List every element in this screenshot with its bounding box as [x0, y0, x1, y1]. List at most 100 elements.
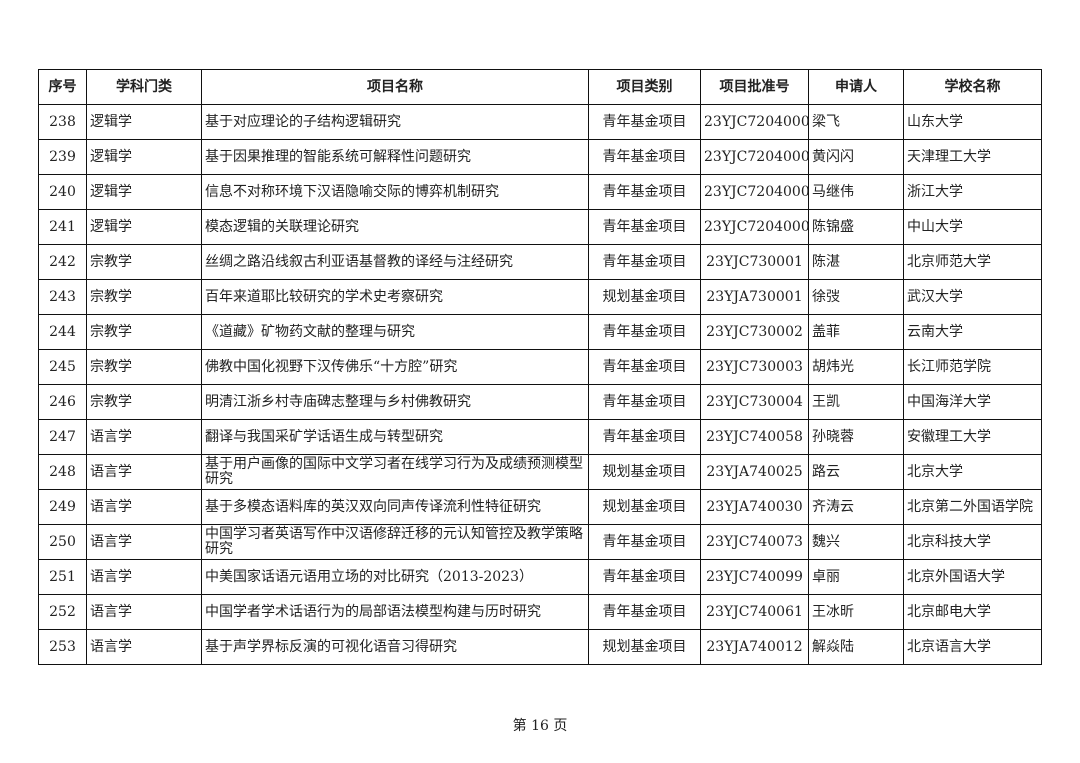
cell-school: 安徽理工大学 — [903, 419, 1042, 455]
cell-approval-number: 23YJA740012 — [700, 629, 809, 665]
cell-index: 238 — [38, 104, 87, 140]
cell-project-type: 青年基金项目 — [588, 244, 701, 280]
cell-index: 252 — [38, 594, 87, 630]
cell-school: 北京第二外国语学院 — [903, 489, 1042, 525]
cell-index: 247 — [38, 419, 87, 455]
cell-school: 武汉大学 — [903, 279, 1042, 315]
cell-discipline: 逻辑学 — [86, 174, 202, 210]
table-row: 239 逻辑学 基于因果推理的智能系统可解释性问题研究 青年基金项目 23YJC7204… — [38, 139, 1042, 175]
cell-index: 244 — [38, 314, 87, 350]
cell-school: 北京科技大学 — [903, 524, 1042, 560]
cell-discipline: 宗教学 — [86, 314, 202, 350]
cell-project-name: 基于声学界标反演的可视化语音习得研究 — [201, 629, 589, 665]
table-row: 249 语言学 基于多模态语料库的英汉双向同声传译流利性特征研究 规划基金项目 23YJ… — [38, 489, 1042, 525]
cell-discipline: 逻辑学 — [86, 209, 202, 245]
cell-project-name: 《道藏》矿物药文献的整理与研究 — [201, 314, 589, 350]
cell-approval-number: 23YJA740030 — [700, 489, 809, 525]
cell-applicant: 路云 — [808, 454, 904, 490]
cell-approval-number: 23YJC72040005 — [700, 174, 809, 210]
cell-applicant: 解焱陆 — [808, 629, 904, 665]
cell-project-name: 基于因果推理的智能系统可解释性问题研究 — [201, 139, 589, 175]
cell-project-name: 信息不对称环境下汉语隐喻交际的博弈机制研究 — [201, 174, 589, 210]
header-project-name: 项目名称 — [201, 69, 589, 105]
cell-project-name: 中国学者学术话语行为的局部语法模型构建与历时研究 — [201, 594, 589, 630]
cell-index: 249 — [38, 489, 87, 525]
table-row: 244 宗教学 《道藏》矿物药文献的整理与研究 青年基金项目 23YJC730002 盖菲… — [38, 314, 1042, 350]
cell-applicant: 胡炜光 — [808, 349, 904, 385]
table-body: 238 逻辑学 基于对应理论的子结构逻辑研究 青年基金项目 23YJC72040003 梁… — [38, 104, 1042, 665]
cell-discipline: 语言学 — [86, 594, 202, 630]
cell-index: 250 — [38, 524, 87, 560]
table-row: 245 宗教学 佛教中国化视野下汉传佛乐“十方腔”研究 青年基金项目 23YJC7300… — [38, 349, 1042, 385]
table-header-row: 序号 学科门类 项目名称 项目类别 项目批准号 申请人 学校名称 — [38, 69, 1042, 105]
cell-discipline: 语言学 — [86, 419, 202, 455]
cell-project-type: 青年基金项目 — [588, 104, 701, 140]
cell-index: 243 — [38, 279, 87, 315]
cell-school: 北京外国语大学 — [903, 559, 1042, 595]
cell-school: 云南大学 — [903, 314, 1042, 350]
cell-discipline: 宗教学 — [86, 244, 202, 280]
table-row: 252 语言学 中国学者学术话语行为的局部语法模型构建与历时研究 青年基金项目 23YJ… — [38, 594, 1042, 630]
header-discipline: 学科门类 — [86, 69, 202, 105]
cell-approval-number: 23YJC740073 — [700, 524, 809, 560]
cell-approval-number: 23YJA730001 — [700, 279, 809, 315]
cell-applicant: 陈锦盛 — [808, 209, 904, 245]
table-row: 253 语言学 基于声学界标反演的可视化语音习得研究 规划基金项目 23YJA74001… — [38, 629, 1042, 665]
header-applicant: 申请人 — [808, 69, 904, 105]
cell-project-name: 翻译与我国采矿学话语生成与转型研究 — [201, 419, 589, 455]
cell-project-type: 青年基金项目 — [588, 174, 701, 210]
cell-discipline: 语言学 — [86, 454, 202, 490]
cell-discipline: 宗教学 — [86, 279, 202, 315]
page-number: 第 16 页 — [512, 718, 568, 734]
cell-approval-number: 23YJC730002 — [700, 314, 809, 350]
cell-index: 246 — [38, 384, 87, 420]
cell-project-type: 青年基金项目 — [588, 139, 701, 175]
cell-school: 北京大学 — [903, 454, 1042, 490]
header-school: 学校名称 — [903, 69, 1042, 105]
cell-approval-number: 23YJC730001 — [700, 244, 809, 280]
cell-index: 248 — [38, 454, 87, 490]
table-row: 251 语言学 中美国家话语元语用立场的对比研究（2013-2023） 青年基金项目 2… — [38, 559, 1042, 595]
header-approval-number: 项目批准号 — [700, 69, 809, 105]
cell-project-name: 基于多模态语料库的英汉双向同声传译流利性特征研究 — [201, 489, 589, 525]
cell-discipline: 语言学 — [86, 524, 202, 560]
cell-project-name: 明清江浙乡村寺庙碑志整理与乡村佛教研究 — [201, 384, 589, 420]
cell-applicant: 梁飞 — [808, 104, 904, 140]
cell-project-name: 基于对应理论的子结构逻辑研究 — [201, 104, 589, 140]
cell-school: 中山大学 — [903, 209, 1042, 245]
header-project-type: 项目类别 — [588, 69, 701, 105]
cell-index: 251 — [38, 559, 87, 595]
table-row: 240 逻辑学 信息不对称环境下汉语隐喻交际的博弈机制研究 青年基金项目 23YJC72… — [38, 174, 1042, 210]
table-row: 248 语言学 基于用户画像的国际中文学习者在线学习行为及成绩预测模型研究 规划基金项… — [38, 454, 1042, 490]
header-index: 序号 — [38, 69, 87, 105]
cell-applicant: 徐弢 — [808, 279, 904, 315]
cell-approval-number: 23YJA740025 — [700, 454, 809, 490]
cell-applicant: 齐涛云 — [808, 489, 904, 525]
cell-discipline: 语言学 — [86, 629, 202, 665]
cell-discipline: 语言学 — [86, 489, 202, 525]
cell-index: 240 — [38, 174, 87, 210]
cell-discipline: 语言学 — [86, 559, 202, 595]
cell-applicant: 马继伟 — [808, 174, 904, 210]
cell-applicant: 陈湛 — [808, 244, 904, 280]
table-row: 250 语言学 中国学习者英语写作中汉语修辞迁移的元认知管控及教学策略研究 青年基金项… — [38, 524, 1042, 560]
cell-index: 242 — [38, 244, 87, 280]
cell-applicant: 黄闪闪 — [808, 139, 904, 175]
cell-project-type: 青年基金项目 — [588, 419, 701, 455]
cell-project-type: 青年基金项目 — [588, 314, 701, 350]
table-row: 241 逻辑学 模态逻辑的关联理论研究 青年基金项目 23YJC72040001 陈锦盛中… — [38, 209, 1042, 245]
cell-project-type: 规划基金项目 — [588, 279, 701, 315]
cell-project-name: 中美国家话语元语用立场的对比研究（2013-2023） — [201, 559, 589, 595]
table-row: 242 宗教学 丝绸之路沿线叙古利亚语基督教的译经与注经研究 青年基金项目 23YJC7… — [38, 244, 1042, 280]
cell-discipline: 宗教学 — [86, 349, 202, 385]
cell-index: 241 — [38, 209, 87, 245]
cell-index: 245 — [38, 349, 87, 385]
cell-approval-number: 23YJC730003 — [700, 349, 809, 385]
cell-project-type: 规划基金项目 — [588, 489, 701, 525]
cell-project-name: 百年来道耶比较研究的学术史考察研究 — [201, 279, 589, 315]
cell-project-name: 佛教中国化视野下汉传佛乐“十方腔”研究 — [201, 349, 589, 385]
cell-applicant: 魏兴 — [808, 524, 904, 560]
cell-applicant: 盖菲 — [808, 314, 904, 350]
cell-project-name: 模态逻辑的关联理论研究 — [201, 209, 589, 245]
cell-approval-number: 23YJC730004 — [700, 384, 809, 420]
